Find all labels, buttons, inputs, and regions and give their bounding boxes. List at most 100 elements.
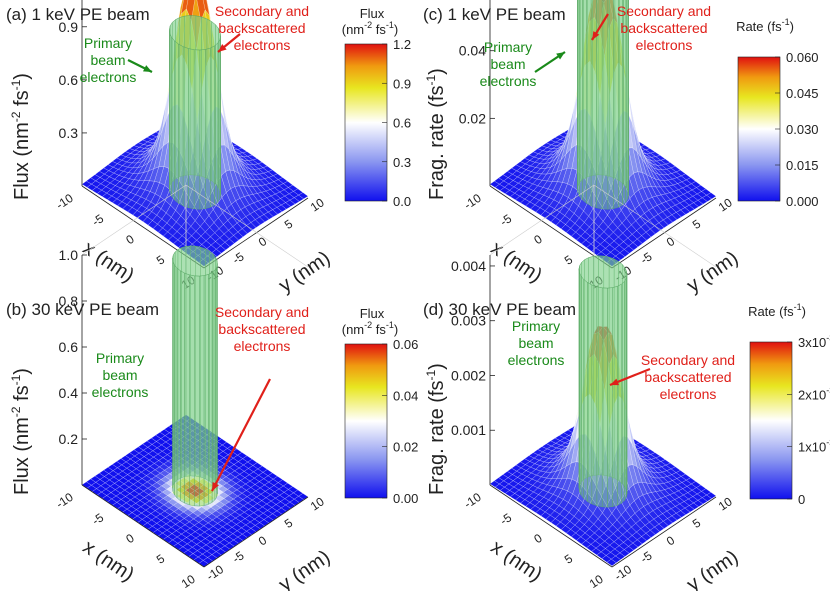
cylinder-face <box>178 43 184 207</box>
axes-frame <box>489 0 717 269</box>
cylinder-face <box>199 275 205 507</box>
cylinder-face <box>577 0 581 186</box>
colorbar-tick-label: 1x10-3 <box>798 438 830 455</box>
z-tick-label: 1.0 <box>59 247 79 263</box>
cylinder-face <box>607 0 614 210</box>
y-tick-label: 10 <box>308 195 327 214</box>
annotation-secondary: electrons <box>234 37 291 53</box>
y-tick-label: 10 <box>716 494 735 513</box>
cylinder-face <box>203 274 209 506</box>
colorbar-title: Flux <box>360 306 385 321</box>
colorbar-tick-label: 1.2 <box>393 37 411 52</box>
annotation-primary: Primary <box>84 35 132 51</box>
annotation-primary: Primary <box>484 39 532 55</box>
y-tick-label: 10 <box>716 195 735 214</box>
arrow-secondary-head <box>212 482 219 491</box>
cylinder-face <box>583 0 588 180</box>
annotation-secondary: Secondary and <box>641 352 735 368</box>
annotation-primary: electrons <box>80 69 137 85</box>
y-axis-line <box>611 197 717 269</box>
annotation-primary: Primary <box>96 350 144 366</box>
primary-beam-cylinder <box>172 245 218 507</box>
y-tick-label: -5 <box>638 249 655 267</box>
arrow-secondary-head <box>610 378 619 386</box>
cylinder-face <box>583 279 588 502</box>
cylinder-face <box>587 0 593 177</box>
wall-edge <box>81 184 187 256</box>
colorbar-tick-label: 0 <box>798 492 805 507</box>
colorbar-unit: (nm-2 fs-1) <box>342 320 399 337</box>
cylinder-face <box>208 272 213 505</box>
cylinder-face <box>210 45 215 208</box>
cylinder-face <box>184 272 190 506</box>
annotation-primary: beam <box>102 367 137 383</box>
colorbar-tick-label: 0.015 <box>786 158 819 173</box>
cylinder-face <box>582 0 587 204</box>
cylinder-top <box>172 245 218 277</box>
annotation-primary: electrons <box>480 73 537 89</box>
wall-edge <box>593 184 717 268</box>
colorbar-tick-label: 0.9 <box>393 76 411 91</box>
panel-d: 0.0010.0020.0030.004-10-505101050-5-10x … <box>423 184 830 591</box>
cylinder-face <box>205 47 211 209</box>
cylinder-face <box>602 287 608 508</box>
x-tick-label: 0 <box>123 232 137 248</box>
cylinder-face <box>603 0 610 177</box>
x-tick-label: 10 <box>179 572 198 591</box>
colorbar-tick-label: 2x10-3 <box>798 385 830 402</box>
cylinder-face <box>587 282 593 505</box>
x-axis-line <box>489 185 613 269</box>
arrow-secondary-head <box>592 31 600 40</box>
colorbar-tick-label: 0.3 <box>393 155 411 170</box>
surface-cell <box>198 259 209 267</box>
z-tick-label: 0.004 <box>451 258 486 274</box>
colorbar-tick-label: 0.06 <box>393 337 418 352</box>
arrow-secondary-head <box>218 44 227 52</box>
cylinder-face <box>188 48 195 210</box>
surface <box>489 0 717 267</box>
x-axis-line <box>81 185 205 269</box>
primary-beam-cylinder <box>577 0 629 210</box>
z-axis-label: Frag. rate (fs-1) <box>424 363 448 495</box>
colorbar-tick-label: 0.0 <box>393 194 411 209</box>
y-tick-label: 5 <box>690 216 704 232</box>
colorbar-title: Flux <box>360 6 385 21</box>
z-tick-label: 0.003 <box>451 313 486 329</box>
cylinder-face <box>215 257 218 491</box>
axes-frame <box>81 255 309 568</box>
panel-title: (a) 1 keV PE beam <box>6 5 150 24</box>
x-tick-label: -5 <box>498 211 515 229</box>
x-tick-label: -5 <box>90 510 107 528</box>
colorbar <box>344 43 388 202</box>
cylinder-face <box>626 0 629 192</box>
cylinder-face <box>174 264 178 499</box>
z-tick-label: 0.001 <box>451 422 486 438</box>
z-tick-label: 0.8 <box>59 293 79 309</box>
z-tick-label: 0.6 <box>59 72 79 88</box>
x-tick-label: 5 <box>154 551 168 567</box>
arrow-primary-head <box>143 65 152 72</box>
colorbar-tick-label: 0.000 <box>786 194 819 209</box>
cylinder-face <box>189 274 195 507</box>
x-tick-label: -10 <box>461 191 483 212</box>
annotation-primary: electrons <box>92 384 149 400</box>
y-axis-line <box>611 496 717 568</box>
x-axis-line <box>81 484 205 568</box>
z-tick-label: 0.2 <box>59 431 79 447</box>
y-tick-label: -5 <box>230 249 247 267</box>
x-tick-label: 5 <box>562 252 576 268</box>
annotation-secondary: backscattered <box>218 20 305 36</box>
colorbar-tick-label: 0.060 <box>786 50 819 65</box>
y-tick-label: -5 <box>638 548 655 566</box>
panel-title: (d) 30 keV PE beam <box>423 300 576 319</box>
y-axis-line <box>203 197 309 269</box>
cylinder-face <box>613 0 619 209</box>
cylinder-face <box>597 0 605 176</box>
annotation-primary: Primary <box>512 318 560 334</box>
colorbar-tick-label: 0.00 <box>393 491 418 506</box>
cylinder-face <box>579 272 582 496</box>
colorbar-unit: (nm-2 fs-1) <box>342 20 399 37</box>
y-tick-label: 0 <box>256 533 270 549</box>
